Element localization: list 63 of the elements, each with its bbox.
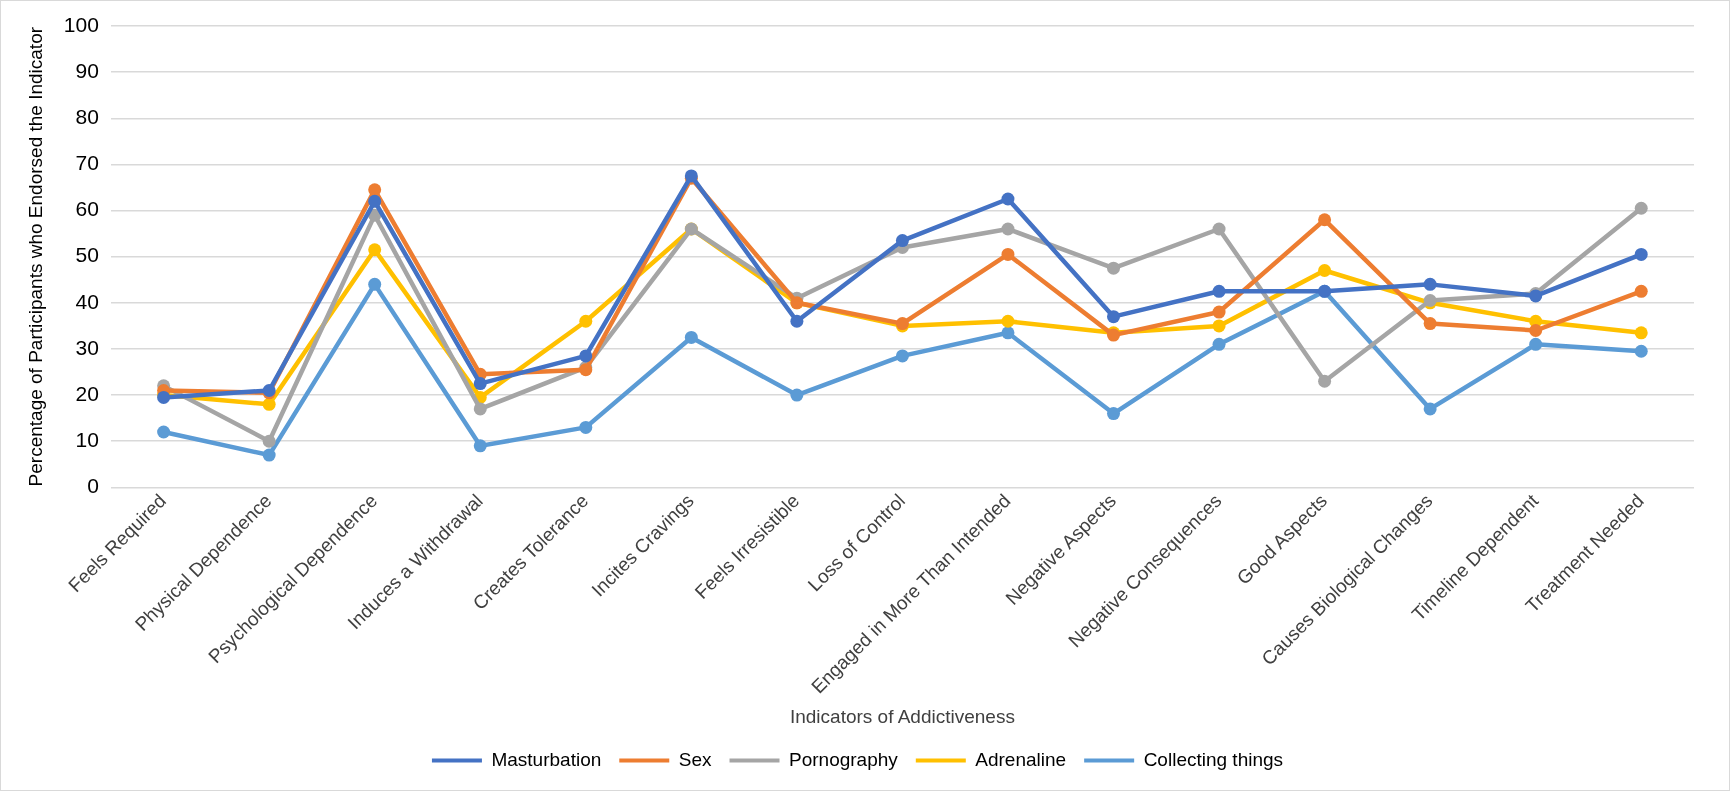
point [1001, 247, 1015, 261]
legend-label: Masturbation [491, 748, 602, 770]
point [368, 183, 382, 197]
point [1001, 192, 1015, 206]
point [157, 425, 171, 439]
point [790, 388, 804, 402]
point [684, 330, 698, 344]
legend-label: Adrenaline [975, 748, 1067, 770]
x-axis-title: Indicators of Addictiveness [789, 705, 1015, 727]
y-tick-label: 100 [63, 12, 99, 36]
point [579, 314, 593, 328]
point [1634, 344, 1648, 358]
point [1107, 261, 1121, 275]
point [473, 377, 487, 391]
point [1423, 402, 1437, 416]
point [368, 243, 382, 257]
point [1529, 324, 1543, 337]
point [1107, 310, 1121, 324]
point [1318, 213, 1332, 227]
point [790, 314, 804, 328]
point [1001, 222, 1015, 236]
point [1212, 337, 1226, 351]
point [1212, 284, 1226, 298]
point [895, 349, 909, 363]
point [1634, 284, 1648, 298]
y-tick-label: 60 [75, 197, 99, 221]
point [473, 402, 487, 416]
legend-label: Pornography [789, 748, 899, 770]
point [895, 234, 909, 248]
point [473, 439, 487, 453]
point [1212, 305, 1226, 319]
point [368, 194, 382, 208]
point [1318, 374, 1332, 388]
point [1001, 314, 1015, 328]
point [1001, 326, 1015, 340]
point [1634, 326, 1648, 340]
y-tick-label: 40 [75, 289, 99, 313]
point [1634, 201, 1648, 215]
y-tick-label: 0 [87, 474, 99, 498]
legend-label: Sex [678, 748, 713, 770]
point [1423, 317, 1437, 331]
point [368, 277, 382, 291]
point [1212, 319, 1226, 333]
y-tick-label: 20 [75, 381, 99, 405]
point [1318, 264, 1332, 278]
point [262, 397, 276, 411]
point [1634, 247, 1648, 261]
point [579, 420, 593, 434]
point [262, 434, 276, 448]
point [1423, 277, 1437, 291]
point [1212, 222, 1226, 236]
point [579, 349, 593, 363]
y-tick-label: 70 [75, 151, 99, 175]
legend-label: Collecting things [1143, 748, 1284, 770]
y-tick-label: 30 [75, 335, 99, 359]
y-tick-label: 10 [75, 428, 99, 452]
point [1107, 407, 1121, 421]
y-tick-label: 80 [75, 105, 99, 129]
point [1529, 337, 1543, 351]
y-tick-label: 90 [75, 58, 99, 82]
y-tick-label: 50 [75, 243, 99, 267]
y-axis-title: Percentage of Participants who Endorsed the Indicator [24, 26, 46, 487]
point [262, 448, 276, 462]
